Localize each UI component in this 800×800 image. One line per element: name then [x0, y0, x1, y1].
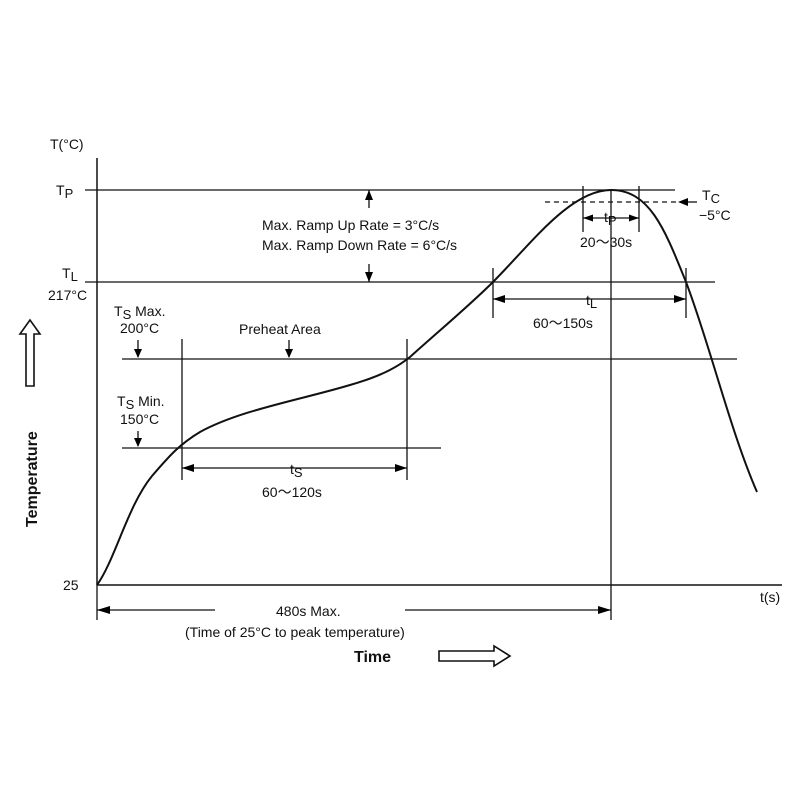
ts-arrow-right	[395, 464, 407, 472]
ts-max-value-label: 200°C	[120, 320, 159, 336]
tl-duration-main: t	[586, 292, 590, 308]
total-arrow-left	[97, 606, 110, 614]
tp-duration-value: 20～30s	[580, 234, 632, 250]
ts-min-label-suffix: Min.	[134, 393, 164, 409]
total-time-label: 480s Max.	[276, 603, 341, 619]
ts-arrow-left	[182, 464, 194, 472]
tp-duration-label: tP	[604, 209, 617, 228]
ts-duration-sub: S	[294, 465, 303, 480]
temperature-profile-curve	[96, 188, 758, 586]
origin-label: 25	[63, 577, 79, 593]
ts-min-arrow-head	[134, 438, 142, 447]
ts-max-label-main: T	[114, 303, 123, 319]
ts-max-label-sub: S	[123, 307, 132, 322]
y-unit-label: T(°C)	[50, 136, 84, 152]
tl-arrow-left	[493, 295, 505, 303]
time-direction-arrow	[438, 644, 512, 668]
ts-min-label-main: T	[117, 393, 126, 409]
total-arrow-right	[598, 606, 611, 614]
tl-label-sub: L	[71, 269, 78, 284]
tp-duration-main: t	[604, 209, 608, 225]
tl-label: TL	[62, 265, 78, 284]
tc-label-sub: C	[711, 191, 720, 206]
tl-duration-sub: L	[590, 296, 597, 311]
tp-label: TP	[56, 182, 73, 201]
tl-duration-value: 60～150s	[533, 315, 593, 331]
tc-label: TC	[702, 187, 720, 206]
preheat-arrow-head	[285, 349, 293, 358]
tc-arrow-head	[678, 198, 688, 206]
tc-value-label: −5°C	[699, 207, 731, 223]
total-time-note: (Time of 25°C to peak temperature)	[185, 624, 405, 640]
ts-duration-label: tS	[290, 461, 303, 480]
ramp-up-rate-label: Max. Ramp Up Rate = 3°C/s	[262, 217, 439, 233]
ramp-arrow-down-head	[365, 272, 373, 282]
y-axis-title: Temperature	[24, 431, 41, 527]
temperature-direction-arrow	[18, 318, 42, 387]
tp-duration-sub: P	[608, 213, 617, 228]
tp-arrow-left	[583, 214, 593, 222]
ts-min-label-sub: S	[126, 397, 135, 412]
tc-label-main: T	[702, 187, 711, 203]
preheat-area-label: Preheat Area	[239, 321, 321, 337]
tp-arrow-right	[629, 214, 639, 222]
tl-duration-label: tL	[586, 292, 597, 311]
ts-duration-main: t	[290, 461, 294, 477]
tl-arrow-right	[674, 295, 686, 303]
ts-min-label: TS Min.	[117, 393, 165, 412]
ts-max-label-suffix: Max.	[131, 303, 165, 319]
ramp-arrow-up-head	[365, 190, 373, 200]
tl-value-label: 217°C	[48, 287, 87, 303]
ts-duration-value: 60～120s	[262, 484, 322, 500]
ts-min-value-label: 150°C	[120, 411, 159, 427]
ts-max-arrow-head	[134, 349, 142, 358]
ramp-down-rate-label: Max. Ramp Down Rate = 6°C/s	[262, 237, 457, 253]
tl-label-main: T	[62, 265, 71, 281]
x-unit-label: t(s)	[760, 589, 780, 605]
ts-max-label: TS Max.	[114, 303, 165, 322]
x-axis-title: Time	[354, 649, 391, 666]
tp-label-main: T	[56, 182, 65, 198]
tp-label-sub: P	[65, 186, 74, 201]
